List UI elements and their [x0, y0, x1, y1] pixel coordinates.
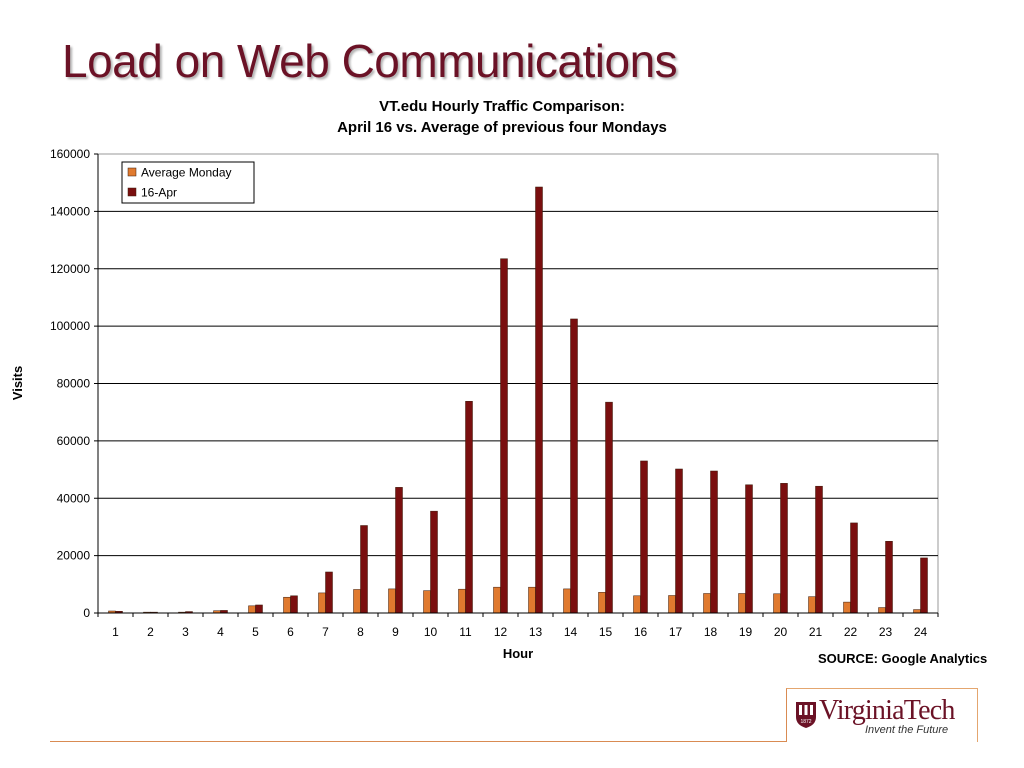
bar-average-monday: [808, 596, 816, 614]
bar-average-monday: [773, 593, 781, 614]
logo-name: VirginiaTech: [819, 695, 955, 726]
x-tick-label: 18: [704, 625, 718, 639]
x-tick-label: 24: [914, 625, 928, 639]
x-tick-label: 16: [634, 625, 648, 639]
logo-tagline: Invent the Future: [865, 724, 949, 736]
footer-divider: [50, 741, 976, 742]
shield-icon: 1872: [796, 702, 816, 728]
chart-legend: Average Monday 16-Apr: [121, 161, 255, 204]
x-tick-label: 10: [424, 625, 438, 639]
bar-16-apr: [430, 510, 438, 614]
x-tick-label: 3: [182, 625, 189, 639]
chart-title: VT.edu Hourly Traffic Comparison:: [379, 98, 625, 115]
bar-16-apr: [885, 541, 893, 614]
axis-layer: 0 20000 40000 60000 80000 100000 120000 140000 1…: [50, 147, 939, 639]
bar-average-monday: [633, 595, 641, 614]
x-tick-label: 7: [322, 625, 329, 639]
bar-16-apr: [710, 470, 718, 614]
x-tick-label: 9: [392, 625, 399, 639]
x-tick-label: 11: [459, 625, 472, 639]
y-tick-label: 80000: [57, 377, 91, 391]
bar-average-monday: [738, 593, 746, 614]
bar-16-apr: [570, 318, 578, 614]
x-tick-label: 21: [809, 625, 823, 639]
legend-swatch: [127, 187, 137, 197]
x-tick-label: 15: [599, 625, 613, 639]
x-tick-label: 17: [669, 625, 683, 639]
y-tick-label: 40000: [57, 491, 91, 505]
x-tick-label: 23: [879, 625, 893, 639]
bar-16-apr: [360, 525, 368, 614]
bar-average-monday: [598, 592, 606, 614]
bar-average-monday: [388, 588, 396, 614]
bar-16-apr: [745, 484, 753, 614]
y-tick-label: 20000: [57, 549, 91, 563]
bar-average-monday: [423, 590, 431, 614]
x-tick-label: 12: [494, 625, 508, 639]
x-tick-label: 19: [739, 625, 753, 639]
bar-16-apr: [605, 401, 613, 614]
bar-average-monday: [353, 589, 361, 614]
y-tick-label: 120000: [50, 262, 90, 276]
bar-16-apr: [325, 571, 333, 614]
bar-average-monday: [458, 588, 466, 614]
bar-16-apr: [815, 485, 823, 614]
bar-average-monday: [283, 596, 291, 614]
bar-average-monday: [248, 605, 256, 614]
bar-chart: 0 20000 40000 60000 80000 100000 120000 140000 1…: [10, 147, 939, 661]
x-tick-label: 20: [774, 625, 788, 639]
bar-average-monday: [493, 586, 501, 614]
bars-layer: [108, 186, 928, 614]
legend-swatch: [127, 167, 137, 177]
bar-16-apr: [395, 487, 403, 614]
bar-16-apr: [850, 522, 858, 614]
y-tick-label: 160000: [50, 147, 90, 161]
x-tick-label: 14: [564, 625, 578, 639]
y-tick-label: 60000: [57, 434, 91, 448]
x-axis-label: Hour: [503, 646, 533, 661]
x-tick-label: 2: [147, 625, 154, 639]
x-tick-label: 8: [357, 625, 364, 639]
svg-text:1872: 1872: [800, 719, 811, 725]
bar-average-monday: [878, 607, 886, 614]
bar-16-apr: [640, 460, 648, 614]
slide-title: Load on Web Communications: [62, 35, 678, 87]
bar-16-apr: [675, 468, 683, 614]
y-tick-label: 100000: [50, 319, 90, 333]
virginia-tech-logo: 1872 VirginiaTech Invent the Future: [786, 688, 978, 742]
y-tick-label: 140000: [50, 204, 90, 218]
grid-layer: [97, 153, 939, 614]
bar-average-monday: [843, 601, 851, 614]
legend-label: 16-Apr: [141, 186, 177, 200]
bar-average-monday: [668, 595, 676, 614]
y-axis-label: Visits: [10, 366, 25, 400]
bar-16-apr: [920, 557, 928, 614]
bar-average-monday: [703, 593, 711, 614]
bar-16-apr: [500, 258, 508, 614]
bar-average-monday: [318, 592, 326, 614]
x-tick-label: 13: [529, 625, 543, 639]
x-tick-label: 22: [844, 625, 858, 639]
chart-subtitle: April 16 vs. Average of previous four Mo…: [337, 119, 667, 136]
bar-average-monday: [563, 588, 571, 614]
x-tick-label: 4: [217, 625, 224, 639]
bar-16-apr: [255, 604, 263, 614]
x-tick-label: 6: [287, 625, 294, 639]
bar-16-apr: [290, 595, 298, 614]
x-tick-label: 1: [112, 625, 119, 639]
bar-16-apr: [535, 186, 543, 614]
legend-box: [121, 161, 255, 204]
bar-average-monday: [528, 586, 536, 614]
y-tick-label: 0: [83, 606, 90, 620]
x-tick-label: 5: [252, 625, 259, 639]
bar-16-apr: [780, 483, 788, 614]
source-note: SOURCE: Google Analytics: [818, 651, 988, 666]
legend-label: Average Monday: [141, 166, 232, 180]
bar-average-monday: [913, 609, 921, 614]
bar-16-apr: [465, 401, 473, 614]
